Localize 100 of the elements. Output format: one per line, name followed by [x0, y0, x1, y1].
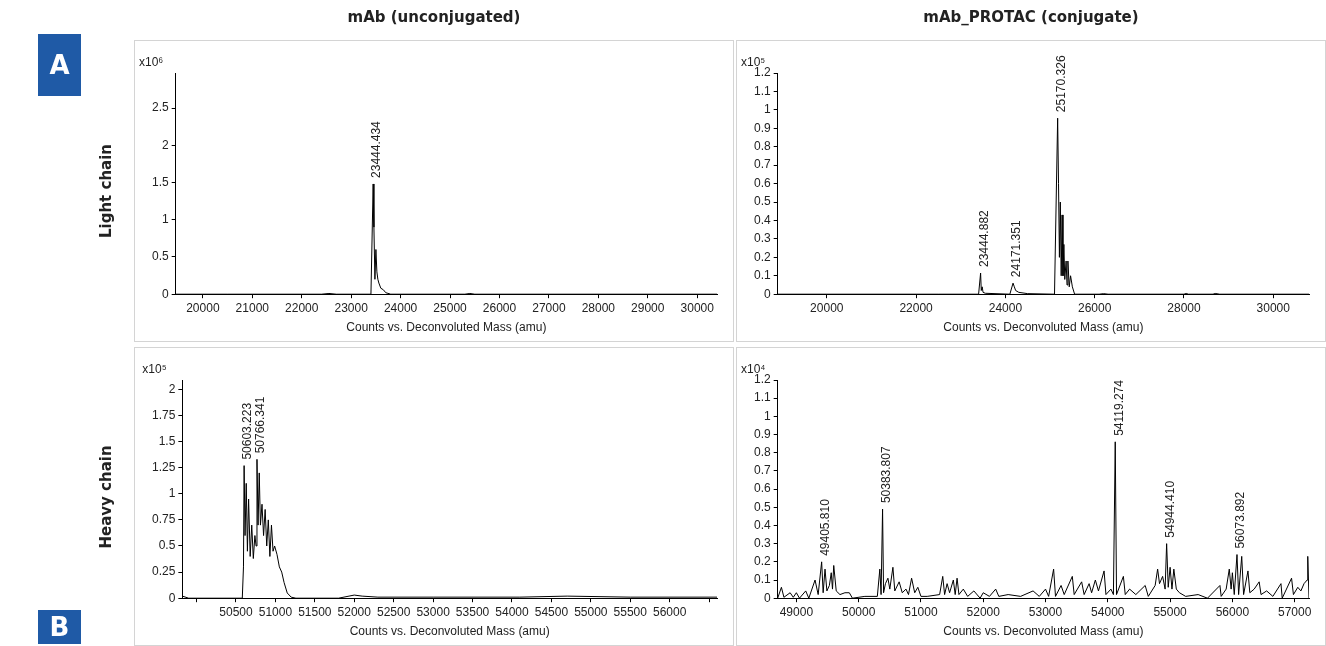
x-tick-label: 51000 [904, 604, 938, 619]
y-tick-label: 0.2 [753, 554, 771, 569]
x-axis-title: Counts vs. Deconvoluted Mass (amu) [349, 624, 550, 639]
y-tick-label: 1.2 [753, 65, 771, 80]
y-axis-title: Heavy chain [97, 444, 115, 549]
y-tick-label: 0.7 [753, 157, 771, 172]
x-tick-label: 53000 [416, 604, 451, 619]
annotation: 49405.810 [817, 498, 832, 556]
x-tick-label: 24000 [383, 300, 418, 315]
y-tick-label: 0.5 [151, 249, 169, 264]
x-tick-label: 52000 [966, 604, 1001, 619]
x-tick-label: 30000 [1256, 300, 1291, 315]
text: B [38, 610, 81, 644]
x-tick-label: 26000 [482, 300, 517, 315]
x-tick-label: 51500 [298, 604, 332, 619]
y-tick-label: 0.6 [753, 175, 771, 190]
text: A [38, 34, 81, 96]
annotation: 50766.341 [253, 396, 268, 454]
x-tick-label: 27000 [532, 300, 566, 315]
y-tick-label: 1.25 [152, 460, 176, 475]
y-tick-label: 2.5 [151, 100, 169, 115]
y-tick-label: 1 [763, 408, 771, 423]
y-axis-title: Light chain [97, 143, 115, 239]
y-tick-label: 1.5 [158, 433, 176, 448]
y-tick-label: 2 [168, 381, 176, 396]
annotation: 24171.351 [1009, 220, 1024, 278]
x-tick-label: 55000 [1153, 604, 1188, 619]
annotation: 50383.807 [878, 446, 893, 504]
x-tick-label: 20000 [186, 300, 220, 315]
annotation: 54944.410 [1162, 480, 1177, 538]
x-tick-label: 57000 [1277, 604, 1312, 619]
y-tick-label: 0 [161, 286, 169, 301]
y-tick-label: 1.1 [753, 390, 771, 405]
y-tick-label: 0.4 [753, 212, 771, 227]
x-tick-label: 56000 [653, 604, 687, 619]
x-axis-title: Counts vs. Deconvoluted Mass (amu) [943, 624, 1144, 639]
y-tick-label: 0.1 [753, 268, 771, 283]
annotation: 50603.223 [240, 402, 255, 460]
x-tick-label: 28000 [581, 300, 616, 315]
x-tick-label: 55000 [574, 604, 608, 619]
x-tick-label: 25000 [433, 300, 468, 315]
y-tick-label: 0.5 [753, 194, 771, 209]
y-tick-label: 1.2 [753, 372, 771, 387]
y-tick-label: 0.5 [158, 538, 176, 553]
y-tick-label: 1.1 [753, 83, 771, 98]
y-tick-label: 0.75 [152, 512, 176, 527]
y-tick-label: 0.5 [753, 499, 771, 514]
x-tick-label: 53000 [1028, 604, 1063, 619]
x-tick-label: 54000 [495, 604, 529, 619]
y-tick-label: 0.9 [753, 426, 771, 441]
x-axis-title: Counts vs. Deconvoluted Mass (amu) [346, 320, 547, 335]
x-tick-label: 30000 [680, 300, 715, 315]
annotation: 23444.434 [369, 120, 384, 178]
x-axis-title: Counts vs. Deconvoluted Mass (amu) [943, 320, 1144, 335]
x-tick-label: 54000 [1091, 604, 1125, 619]
chart-title: mAb (unconjugated) [346, 8, 522, 26]
x-tick-label: 26000 [1078, 300, 1112, 315]
x-tick-label: 50500 [219, 604, 253, 619]
annotation: 54119.274 [1111, 379, 1126, 436]
x-tick-label: 50000 [841, 604, 876, 619]
x-tick-label: 56000 [1215, 604, 1250, 619]
y-tick-label: 0.3 [753, 535, 771, 550]
x-tick-label: 23000 [334, 300, 369, 315]
text: x10⁶ [139, 55, 164, 70]
x-tick-label: 51000 [258, 604, 293, 619]
y-tick-label: 2 [161, 137, 169, 152]
y-tick-label: 0 [763, 590, 771, 605]
annotation: 25170.326 [1053, 55, 1068, 113]
x-tick-label: 29000 [631, 300, 665, 315]
x-tick-label: 22000 [899, 300, 934, 315]
x-tick-label: 24000 [988, 300, 1023, 315]
y-tick-label: 0.2 [753, 249, 771, 264]
y-tick-label: 0.4 [753, 517, 771, 532]
x-tick-label: 22000 [285, 300, 319, 315]
y-tick-label: 0 [168, 590, 176, 605]
y-tick-label: 0.3 [753, 231, 771, 246]
y-tick-label: 0.8 [753, 139, 771, 154]
y-tick-label: 0.1 [753, 572, 771, 587]
y-tick-label: 0.8 [753, 445, 771, 460]
y-tick-label: 1 [161, 212, 169, 227]
x-tick-label: 55500 [613, 604, 648, 619]
y-tick-label: 1.5 [151, 174, 169, 189]
y-tick-label: 1 [763, 102, 771, 117]
annotation: 56073.892 [1233, 491, 1248, 549]
y-tick-label: 0 [763, 286, 771, 301]
x-tick-label: 52000 [337, 604, 372, 619]
chart-title: mAb_PROTAC (conjugate) [922, 8, 1140, 26]
x-tick-label: 21000 [235, 300, 270, 315]
x-tick-label: 52500 [377, 604, 411, 619]
text: x10⁵ [142, 362, 167, 377]
y-tick-label: 0.7 [753, 463, 771, 478]
x-tick-label: 28000 [1167, 300, 1201, 315]
y-tick-label: 0.9 [753, 120, 771, 135]
x-tick-label: 54500 [534, 604, 569, 619]
y-tick-label: 1.75 [152, 407, 176, 422]
x-tick-label: 53500 [455, 604, 490, 619]
y-tick-label: 1 [168, 486, 176, 501]
y-tick-label: 0.6 [753, 481, 771, 496]
x-tick-label: 20000 [810, 300, 844, 315]
annotation: 23444.882 [976, 209, 991, 267]
